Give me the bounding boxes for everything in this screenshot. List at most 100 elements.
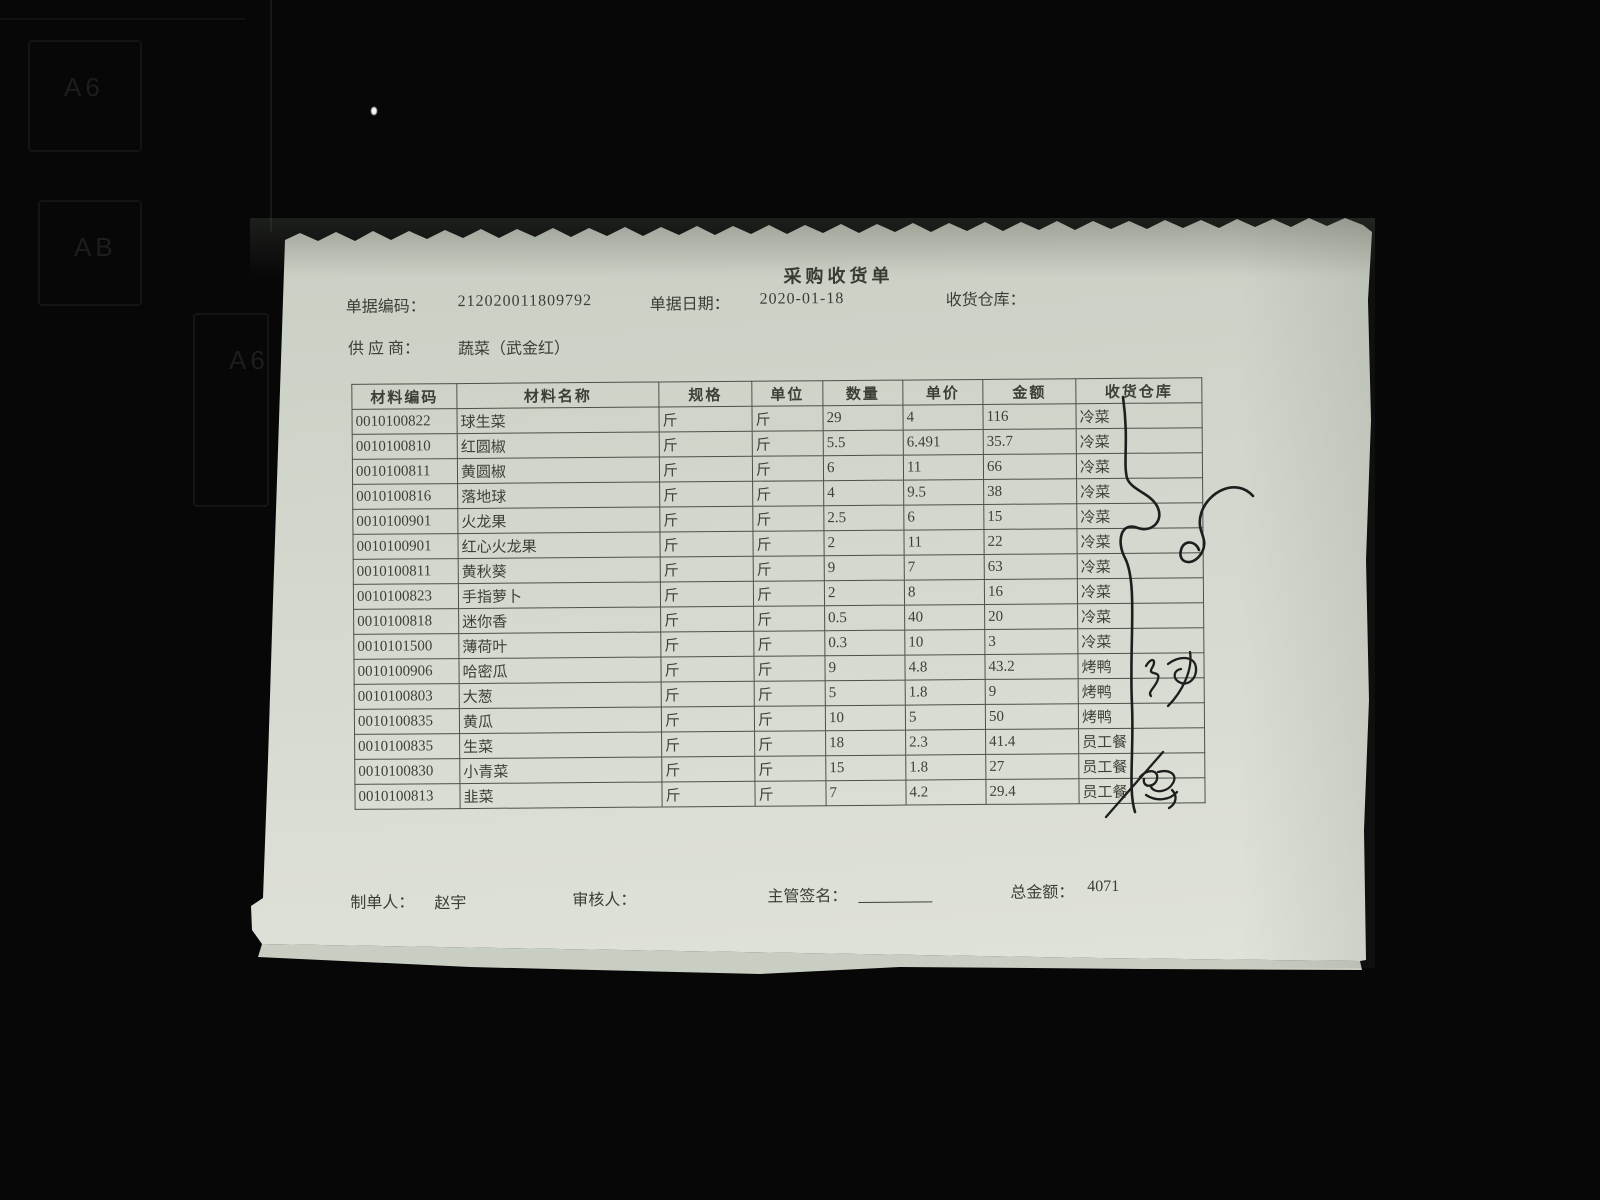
preparer-label: 制单人： — [350, 894, 415, 912]
table-cell: 斤 — [661, 706, 755, 732]
table-cell: 小青菜 — [459, 756, 662, 784]
table-cell: 冷菜 — [1077, 577, 1204, 604]
table-cell: 5 — [825, 680, 906, 706]
background-key-box: A6 — [193, 313, 269, 507]
table-cell: 2.3 — [905, 729, 986, 756]
background-key-box: A6 — [28, 40, 142, 152]
table-cell: 斤 — [754, 705, 826, 732]
table-cell: 43.2 — [984, 653, 1079, 680]
table-cell: 2.5 — [823, 505, 904, 531]
total-label: 总金额： — [1010, 884, 1075, 902]
table-cell: 4 — [902, 404, 984, 431]
table-cell: 烤鸭 — [1077, 652, 1205, 679]
table-cell: 斤 — [752, 505, 824, 532]
table-cell: 冷菜 — [1077, 602, 1204, 629]
warehouse-label: 收货仓库： — [945, 291, 1026, 310]
table-cell: 斤 — [661, 756, 755, 782]
table-cell: 球生菜 — [456, 406, 660, 434]
table-cell: 员工餐 — [1078, 752, 1205, 779]
table-cell: 0010100818 — [353, 608, 459, 635]
table-cell: 116 — [982, 403, 1077, 430]
table-cell: 手指萝卜 — [458, 581, 661, 609]
table-cell: 冷菜 — [1076, 527, 1204, 554]
table-cell: 烤鸭 — [1078, 702, 1205, 729]
table-cell: 0010100811 — [352, 458, 458, 485]
header-cell: 单价 — [902, 379, 983, 406]
preparer-name: 赵宇 — [434, 895, 467, 913]
table-cell: 0010100830 — [354, 758, 460, 785]
table-row: 0010100813 韭菜斤斤 7 4.2 29.4 员工餐 — [354, 777, 1206, 810]
table-cell: 大葱 — [459, 681, 662, 709]
table-cell: 冷菜 — [1076, 452, 1203, 479]
table-cell: 迷你香 — [458, 606, 661, 634]
table-cell: 斤 — [753, 605, 825, 632]
table-cell: 15 — [983, 503, 1077, 530]
table-cell: 斤 — [753, 655, 826, 682]
table-cell: 8 — [904, 579, 985, 606]
table-cell: 斤 — [661, 781, 756, 807]
table-cell: 斤 — [660, 606, 754, 632]
table-cell: 冷菜 — [1077, 627, 1204, 654]
table-cell: 斤 — [752, 455, 824, 482]
table-cell: 5.5 — [823, 430, 904, 456]
document-title: 采购收货单 — [783, 265, 894, 287]
table-cell: 薄荷叶 — [458, 631, 661, 659]
supplier-label: 供 应 商： — [347, 340, 421, 358]
table-cell: 9.5 — [903, 479, 984, 506]
header-cell: 材料名称 — [456, 381, 659, 409]
table-cell: 7 — [904, 554, 985, 581]
table-cell: 35.7 — [983, 428, 1077, 455]
table-cell: 黄瓜 — [459, 706, 662, 734]
table-cell: 0010100822 — [351, 408, 458, 435]
table-cell: 22 — [983, 528, 1078, 555]
table-cell: 0010100835 — [354, 733, 460, 760]
table-cell: 斤 — [660, 656, 755, 682]
table-cell: 2 — [823, 530, 905, 556]
table-cell: 10 — [825, 705, 906, 731]
table-cell: 11 — [903, 529, 985, 556]
table-cell: 斤 — [753, 555, 825, 582]
table-cell: 斤 — [658, 406, 753, 432]
table-cell: 41.4 — [985, 728, 1079, 755]
table-cell: 冷菜 — [1076, 502, 1203, 529]
table-cell: 员工餐 — [1078, 727, 1205, 754]
table-cell: 27 — [985, 753, 1079, 780]
table-cell: 63 — [984, 553, 1078, 580]
header-cell: 金额 — [982, 378, 1076, 405]
table-cell: 0.5 — [824, 605, 905, 631]
table-cell: 3 — [984, 628, 1078, 655]
table-cell: 4.2 — [905, 779, 987, 806]
table-cell: 0010100906 — [353, 658, 460, 685]
table-cell: 4.8 — [904, 654, 986, 681]
table-body: 0010100822 球生菜斤斤 29 4 116 冷菜 0010100810 红圆椒斤斤 5.… — [351, 402, 1206, 810]
table-cell: 斤 — [754, 780, 827, 807]
table-cell: 6 — [823, 455, 904, 481]
table-cell: 斤 — [660, 581, 754, 607]
table-cell: 冷菜 — [1076, 477, 1203, 504]
table-cell: 38 — [983, 478, 1077, 505]
table-cell: 斤 — [660, 556, 754, 582]
table-cell: 斤 — [754, 755, 826, 782]
table-cell: 15 — [825, 755, 906, 781]
table-cell: 冷菜 — [1075, 402, 1203, 429]
table-cell: 66 — [983, 453, 1077, 480]
items-table: 材料编码 材料名称 规格 单位 数量 单价 金额 收货仓库 0010100822 球生菜斤斤 29… — [351, 377, 1206, 810]
table-cell: 斤 — [659, 481, 753, 507]
background-edge — [270, 0, 272, 232]
table-cell: 生菜 — [459, 731, 662, 759]
table-cell: 斤 — [659, 431, 753, 457]
table-cell: 4 — [823, 480, 904, 506]
table-cell: 50 — [985, 703, 1079, 730]
table-cell: 0010100816 — [352, 483, 458, 510]
table-cell: 黄秋葵 — [458, 556, 661, 584]
table-cell: 0010100810 — [352, 433, 458, 460]
table-cell: 红心火龙果 — [457, 531, 661, 559]
table-cell: 火龙果 — [457, 506, 660, 534]
table-cell: 0010100901 — [352, 533, 459, 560]
table-cell: 斤 — [659, 506, 753, 532]
table-cell: 2 — [824, 580, 905, 606]
header-cell: 材料编码 — [351, 383, 457, 410]
header-cell: 规格 — [658, 381, 752, 407]
table-cell: 黄圆椒 — [457, 456, 660, 484]
